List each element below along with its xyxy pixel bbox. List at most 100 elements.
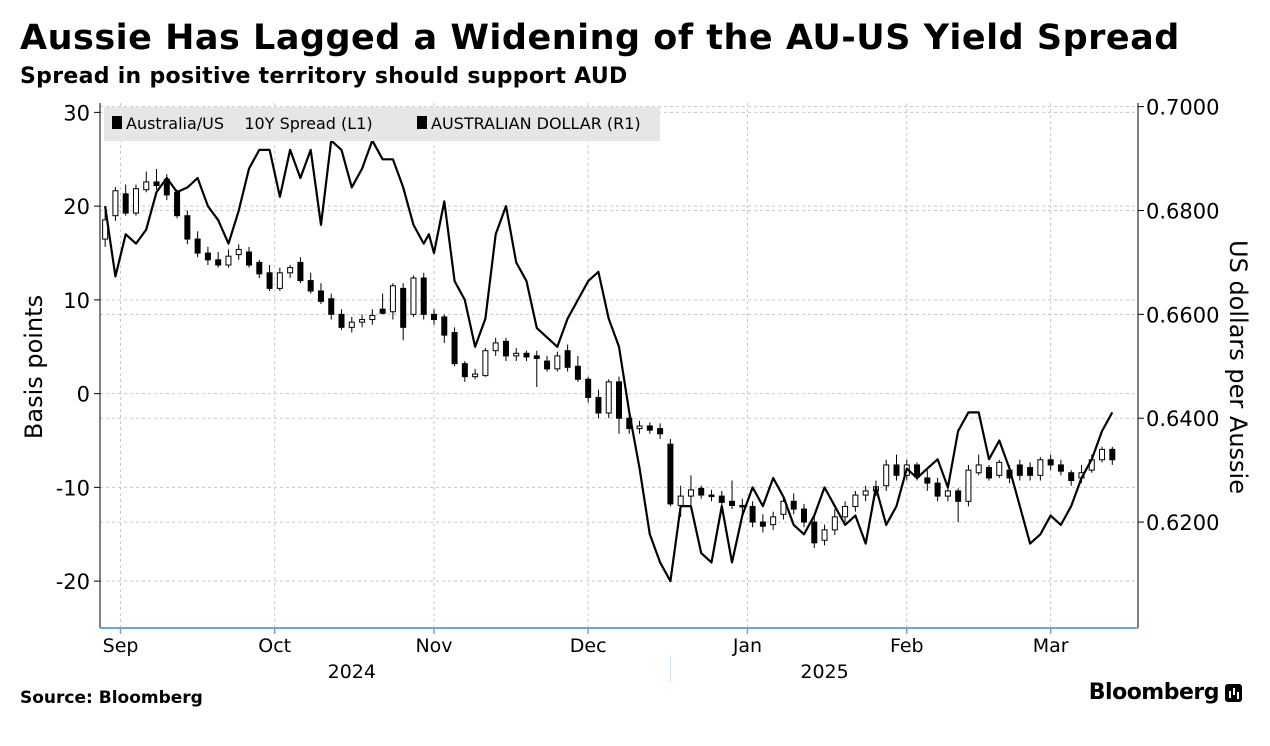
candle xyxy=(122,184,129,216)
candle xyxy=(225,249,232,268)
candle-body xyxy=(174,191,181,217)
candle-body xyxy=(194,238,201,254)
candle xyxy=(883,459,890,491)
candle-body xyxy=(554,355,561,370)
candle xyxy=(800,503,807,528)
candle xyxy=(862,485,869,502)
candle xyxy=(852,490,859,512)
candle-body xyxy=(410,277,417,315)
candle-body xyxy=(451,332,458,365)
right-tick-label: 0.6400 xyxy=(1146,407,1219,431)
candle-body xyxy=(646,425,653,431)
candle xyxy=(400,283,407,341)
month-label: Sep xyxy=(103,635,139,657)
candle xyxy=(1099,446,1106,463)
candle-body xyxy=(369,314,376,321)
month-label: Mar xyxy=(1033,635,1069,657)
candle-body xyxy=(328,298,335,315)
candle-body xyxy=(698,487,705,496)
candle-body xyxy=(348,321,355,328)
candle xyxy=(184,210,191,245)
candle-body xyxy=(965,469,972,502)
candle xyxy=(564,344,571,372)
candle xyxy=(338,309,345,330)
candle xyxy=(215,252,222,268)
candle xyxy=(461,361,468,382)
candle-body xyxy=(595,396,602,414)
candle-body xyxy=(523,352,530,358)
candle-body xyxy=(585,378,592,398)
candle-body xyxy=(307,280,314,292)
candle-body xyxy=(420,277,427,315)
gridlines xyxy=(100,103,1138,628)
candle xyxy=(924,470,931,491)
left-tick-label: 20 xyxy=(63,195,90,219)
candle-body xyxy=(749,505,756,523)
candle xyxy=(842,501,849,523)
candle xyxy=(472,368,479,380)
candle xyxy=(718,490,725,507)
candle xyxy=(204,246,211,266)
candle xyxy=(729,480,736,510)
candle-body xyxy=(266,272,273,289)
candle-body xyxy=(821,529,828,541)
candle-body xyxy=(276,272,283,289)
candle xyxy=(657,423,664,439)
right-tick-label: 0.6800 xyxy=(1146,199,1219,223)
candle xyxy=(153,168,160,190)
candle-body xyxy=(790,500,797,510)
candle-body xyxy=(122,193,129,214)
candle xyxy=(574,355,581,382)
candle-body xyxy=(235,248,242,256)
month-label: Feb xyxy=(890,635,924,657)
candle xyxy=(317,283,324,304)
candle-body xyxy=(985,467,992,479)
candle-body xyxy=(718,495,725,503)
chart-subtitle: Spread in positive territory should supp… xyxy=(20,64,628,89)
left-tick-labels: 30 20 10 0 -10 -20 xyxy=(56,101,100,594)
candle xyxy=(585,376,592,403)
candle xyxy=(975,454,982,476)
candle-body xyxy=(739,504,746,508)
candle-body xyxy=(996,461,1003,476)
left-tick-label: 10 xyxy=(63,289,90,313)
candle-body xyxy=(831,516,838,531)
candle xyxy=(482,348,489,377)
candle-body xyxy=(246,251,253,266)
candle-body xyxy=(461,363,468,378)
candle-body xyxy=(112,190,119,217)
candle xyxy=(359,314,366,328)
legend-box xyxy=(104,107,660,141)
candle-body xyxy=(780,500,787,515)
candle xyxy=(307,272,314,294)
left-axis-label: Basis points xyxy=(20,295,48,439)
candle xyxy=(759,514,766,533)
candle xyxy=(256,259,263,278)
candle-body xyxy=(1016,464,1023,476)
right-tick-label: 0.6200 xyxy=(1146,511,1219,535)
candle xyxy=(790,493,797,515)
candle-body xyxy=(287,267,294,274)
candle xyxy=(1016,459,1023,481)
candle xyxy=(1109,446,1116,465)
candle-body xyxy=(1027,467,1034,476)
month-label: Dec xyxy=(570,635,607,657)
candle-body xyxy=(657,428,664,435)
right-tick-label: 0.6600 xyxy=(1146,303,1219,327)
candle xyxy=(955,488,962,523)
x-tick-labels: Sep Oct Nov Dec Jan Feb Mar 2024 2025 xyxy=(103,628,1069,683)
candle xyxy=(605,379,612,419)
candle-body xyxy=(770,516,777,526)
month-label: Nov xyxy=(415,635,452,657)
candle xyxy=(934,477,941,502)
candle xyxy=(143,171,150,193)
candle-body xyxy=(513,352,520,357)
bloomberg-logo: Bloomberg xyxy=(1089,680,1242,705)
candle-body xyxy=(431,313,438,321)
candle-body xyxy=(215,259,222,266)
candle xyxy=(451,327,458,367)
month-label: Oct xyxy=(258,635,291,657)
candle xyxy=(523,350,530,362)
candle-body xyxy=(400,287,407,328)
candle xyxy=(174,189,181,219)
